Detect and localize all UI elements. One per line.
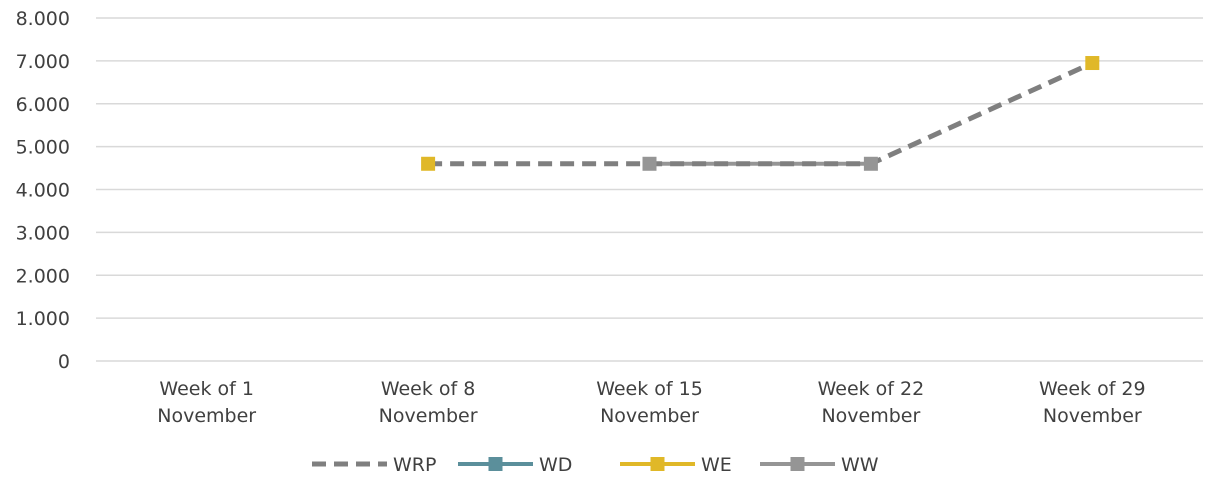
y-tick-label: 5.000 bbox=[16, 137, 70, 159]
x-tick-label-line: Week of 1 bbox=[159, 378, 254, 400]
y-tick-label: 6.000 bbox=[16, 94, 70, 116]
data-point-we bbox=[421, 156, 436, 171]
x-tick-label: Week of 15 November bbox=[596, 378, 703, 427]
series-line-wrp bbox=[428, 60, 1094, 167]
y-tick-label: 8.000 bbox=[16, 8, 70, 30]
x-tick-label-line: Week of 8 bbox=[381, 378, 476, 400]
series-layer bbox=[421, 56, 1100, 171]
legend-label: WE bbox=[701, 454, 732, 476]
x-tick-label-line: November bbox=[157, 405, 256, 427]
legend: WRP WD WE WW bbox=[312, 454, 879, 476]
legend-swatch-marker bbox=[790, 457, 805, 471]
x-tick-label-line: Week of 15 bbox=[596, 378, 703, 400]
legend-item-we: WE bbox=[620, 454, 732, 476]
y-axis: 0 1.000 2.000 3.000 4.000 5.000 6.000 7.000 8.00… bbox=[16, 8, 70, 373]
x-tick-label: Week of 1 November bbox=[157, 378, 256, 427]
x-tick-label: Week of 22 November bbox=[818, 378, 925, 427]
x-tick-label-line: Week of 22 bbox=[818, 378, 925, 400]
legend-label: WD bbox=[539, 454, 572, 476]
gridlines bbox=[96, 17, 1203, 362]
legend-swatch-marker bbox=[650, 457, 665, 471]
y-tick-label: 3.000 bbox=[16, 222, 70, 244]
data-point-we bbox=[1085, 56, 1100, 71]
x-tick-label-line: November bbox=[379, 405, 478, 427]
x-tick-label-line: November bbox=[600, 405, 699, 427]
x-tick-label-line: November bbox=[1043, 405, 1142, 427]
x-tick-label: Week of 8 November bbox=[379, 378, 478, 427]
legend-item-wd: WD bbox=[458, 454, 572, 476]
legend-swatch-marker bbox=[488, 457, 503, 471]
data-point-ww bbox=[642, 156, 657, 171]
y-tick-label: 4.000 bbox=[16, 180, 70, 202]
x-tick-label-line: Week of 29 bbox=[1039, 378, 1146, 400]
legend-label: WRP bbox=[393, 454, 436, 476]
x-tick-label: Week of 29 November bbox=[1039, 378, 1146, 427]
legend-item-ww: WW bbox=[760, 454, 879, 476]
y-tick-label: 1.000 bbox=[16, 308, 70, 330]
x-tick-label-line: November bbox=[821, 405, 920, 427]
data-point-ww bbox=[863, 156, 878, 171]
legend-label: WW bbox=[841, 454, 879, 476]
y-tick-label: 2.000 bbox=[16, 265, 70, 287]
legend-item-wrp: WRP bbox=[312, 454, 436, 476]
y-tick-label: 0 bbox=[58, 351, 70, 373]
y-tick-label: 7.000 bbox=[16, 51, 70, 73]
